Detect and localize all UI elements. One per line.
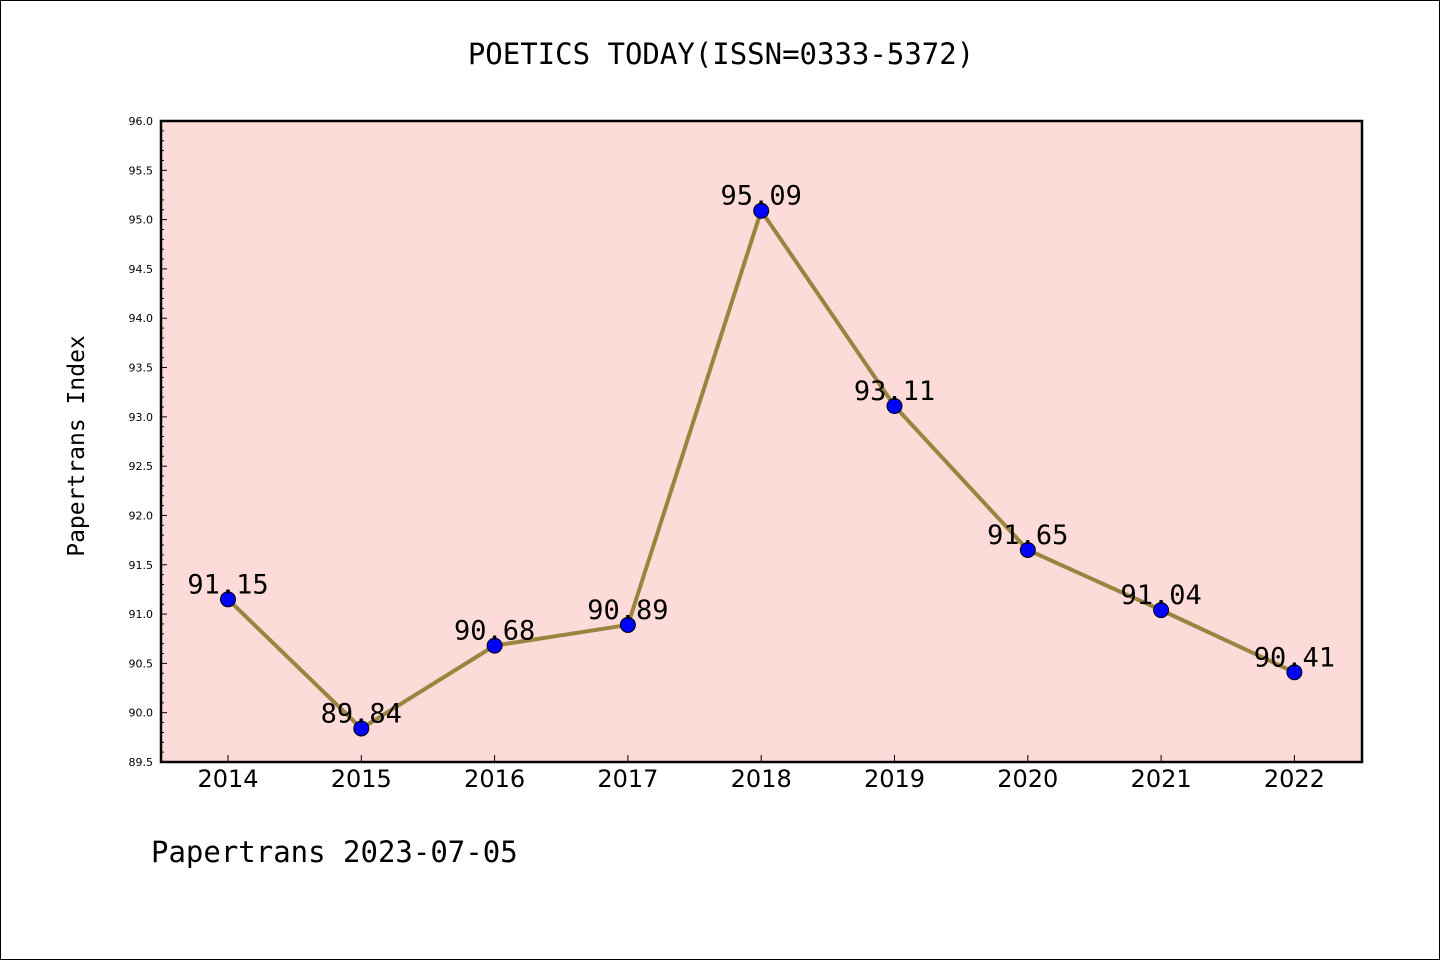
data-point (1286, 664, 1303, 681)
series-markers (220, 202, 1303, 737)
data-labels: 91.15 89.84 90.68 90.89 95.09 93.11 91.65 91.04… (187, 181, 1335, 730)
y-tick-label: 96.0 (129, 115, 154, 128)
x-tick-label: 2021 (1131, 765, 1192, 793)
x-axis: 2014 2015 2016 2017 2018 2019 2020 2021 2022 (197, 755, 1325, 793)
x-tick-label: 2018 (731, 765, 792, 793)
x-tick-label: 2017 (597, 765, 658, 793)
data-label: 89.84 (321, 698, 402, 729)
data-point (220, 591, 236, 608)
y-tick-label: 93.5 (129, 362, 154, 375)
y-tick-label: 95.5 (129, 164, 154, 177)
data-point (353, 720, 370, 737)
data-label: 91.15 (187, 569, 268, 600)
data-point (886, 397, 903, 414)
x-tick-label: 2016 (464, 765, 525, 793)
y-tick-label: 89.5 (129, 756, 154, 769)
data-point (619, 616, 636, 633)
data-label: 90.68 (454, 616, 535, 647)
footer-credit: Papertrans 2023-07-05 (151, 835, 518, 869)
y-tick-label: 90.0 (129, 707, 154, 720)
chart-title: POETICS TODAY(ISSN=0333-5372) (467, 37, 975, 71)
data-label: 91.04 (1120, 580, 1201, 611)
y-tick-label: 94.0 (129, 312, 154, 325)
plot-border (159, 119, 1364, 764)
y-tick-label: 92.5 (129, 460, 154, 473)
y-tick-label: 94.5 (129, 263, 154, 276)
data-point (486, 637, 503, 654)
x-tick-label: 2020 (997, 765, 1058, 793)
y-tick-label: 92.0 (129, 509, 154, 522)
y-tick-label: 95.0 (129, 214, 154, 227)
y-tick-label: 91.5 (129, 559, 154, 572)
x-tick-label: 2019 (864, 765, 925, 793)
x-tick-label: 2014 (197, 765, 258, 793)
plot-area (161, 121, 1362, 762)
data-point (1019, 541, 1036, 558)
x-tick-label: 2015 (331, 765, 392, 793)
data-label: 95.09 (721, 181, 802, 212)
y-tick-label: 91.0 (129, 608, 154, 621)
data-point (753, 202, 770, 219)
data-label: 93.11 (854, 376, 935, 407)
data-label: 90.89 (587, 595, 668, 626)
data-point (1153, 602, 1170, 619)
y-tick-label: 90.5 (129, 657, 154, 670)
y-tick-label: 93.0 (129, 411, 154, 424)
data-label: 91.65 (987, 520, 1068, 551)
x-tick-label: 2022 (1264, 765, 1325, 793)
y-axis: 89.5 90.0 90.5 91.0 91.5 92.0 92.5 93.0 93.5 94.0… (129, 115, 167, 769)
data-label: 90.41 (1254, 642, 1335, 673)
